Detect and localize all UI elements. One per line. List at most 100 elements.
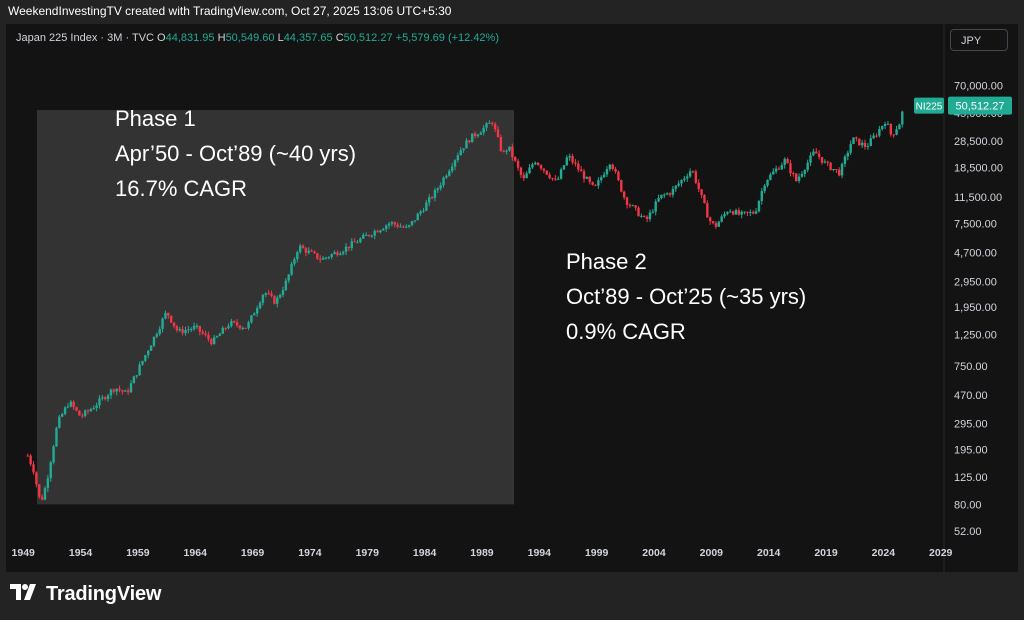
candle-body xyxy=(536,162,540,166)
candle-body xyxy=(60,414,64,417)
candle-body xyxy=(568,156,571,158)
candle-body xyxy=(141,360,144,365)
candle-body xyxy=(614,168,617,172)
candle-body xyxy=(823,161,827,163)
candle-body xyxy=(557,178,560,180)
candle-body xyxy=(224,327,227,329)
candle-body xyxy=(542,168,546,171)
candle-body xyxy=(631,205,634,207)
x-tick-label: 1979 xyxy=(356,547,380,559)
candle-body xyxy=(789,163,792,174)
candle-body xyxy=(534,162,537,165)
candle-body xyxy=(671,188,675,195)
candle-body xyxy=(75,407,78,411)
candle-body xyxy=(551,178,554,180)
candle-body xyxy=(783,159,786,165)
candle-body xyxy=(327,257,331,259)
candle-body xyxy=(769,174,772,180)
candle-body xyxy=(35,472,38,485)
candle-body xyxy=(620,180,623,192)
tradingview-brand[interactable]: TradingView xyxy=(46,582,162,605)
candle-body xyxy=(55,427,58,447)
candle-body xyxy=(829,162,832,171)
chart-area[interactable]: 52.00 80.00 125.00 195.00 295.00 470.00 750.00… xyxy=(6,24,1018,572)
y-tick-label: 18,500.00 xyxy=(954,163,1003,175)
candle-body xyxy=(278,294,282,298)
candle-body xyxy=(333,252,336,255)
candle-body xyxy=(866,145,870,147)
price-chart[interactable]: 52.00 80.00 125.00 195.00 295.00 470.00 750.00… xyxy=(6,24,1018,572)
candle-body xyxy=(886,123,890,125)
candle-body xyxy=(135,375,138,377)
candle-body xyxy=(304,248,308,253)
candle-body xyxy=(233,321,236,323)
candle-body xyxy=(883,123,887,126)
y-tick-label: 70,000.00 xyxy=(954,80,1003,92)
candle-body xyxy=(104,397,107,400)
candle-body xyxy=(720,216,723,222)
candle-body xyxy=(32,464,35,473)
candle-body xyxy=(686,176,689,179)
candle-body xyxy=(491,122,494,125)
candle-body xyxy=(895,129,898,135)
y-tick-label: 11,500.00 xyxy=(954,192,1002,204)
candle-body xyxy=(296,251,299,260)
candle-body xyxy=(172,322,176,327)
tradingview-logo-icon[interactable] xyxy=(10,583,40,605)
y-tick-label: 750.00 xyxy=(954,361,988,373)
candle-body xyxy=(407,225,411,227)
candle-body xyxy=(367,234,371,236)
candle-body xyxy=(505,150,508,152)
candle-body xyxy=(321,257,325,260)
candle-body xyxy=(98,398,101,406)
candle-body xyxy=(777,168,781,170)
currency-button[interactable]: JPY xyxy=(950,29,1008,51)
last-price-value: 50,512.27 xyxy=(956,101,1005,113)
candle-body xyxy=(597,180,600,186)
candle-body xyxy=(445,175,448,178)
candle-body xyxy=(875,135,878,137)
candle-body xyxy=(697,182,700,190)
candle-body xyxy=(654,201,657,212)
candle-body xyxy=(849,143,852,153)
candle-body xyxy=(846,152,850,157)
candle-body xyxy=(763,185,766,192)
candle-body xyxy=(261,294,265,303)
candle-body xyxy=(858,138,861,146)
candle-body xyxy=(29,455,32,465)
candle-body xyxy=(600,177,603,181)
candle-body xyxy=(46,478,50,489)
symbol-label[interactable]: Japan 225 Index · 3M · TVC xyxy=(16,32,154,44)
candle-body xyxy=(69,401,72,407)
candle-body xyxy=(310,250,313,252)
candle-body xyxy=(714,223,718,227)
candle-body xyxy=(121,390,124,392)
candle-body xyxy=(350,241,353,249)
candle-body xyxy=(751,212,755,214)
candle-body xyxy=(255,308,259,314)
candle-body xyxy=(450,166,454,171)
candle-body xyxy=(405,226,408,228)
candle-body xyxy=(132,376,136,384)
ohlc-legend: Japan 225 Index · 3M · TVC O44,831.95 H5… xyxy=(16,32,499,44)
candle-body xyxy=(863,142,867,147)
candle-body xyxy=(92,408,95,410)
candle-body xyxy=(109,389,113,396)
candle-body xyxy=(499,136,503,151)
symbol-tag xyxy=(914,97,944,114)
candle-body xyxy=(72,401,75,408)
x-tick-label: 1949 xyxy=(12,547,36,559)
candle-body xyxy=(399,226,402,228)
candle-body xyxy=(594,184,597,186)
candle-body xyxy=(83,410,87,416)
candle-body xyxy=(746,211,749,213)
candle-body xyxy=(817,153,821,158)
candle-body xyxy=(708,217,712,222)
candle-body xyxy=(588,177,591,182)
candle-body xyxy=(502,150,505,152)
candle-body xyxy=(319,258,322,260)
candle-body xyxy=(356,242,359,244)
y-tick-label: 1,250.00 xyxy=(954,329,997,341)
candle-body xyxy=(794,173,798,181)
candle-body xyxy=(210,339,213,345)
